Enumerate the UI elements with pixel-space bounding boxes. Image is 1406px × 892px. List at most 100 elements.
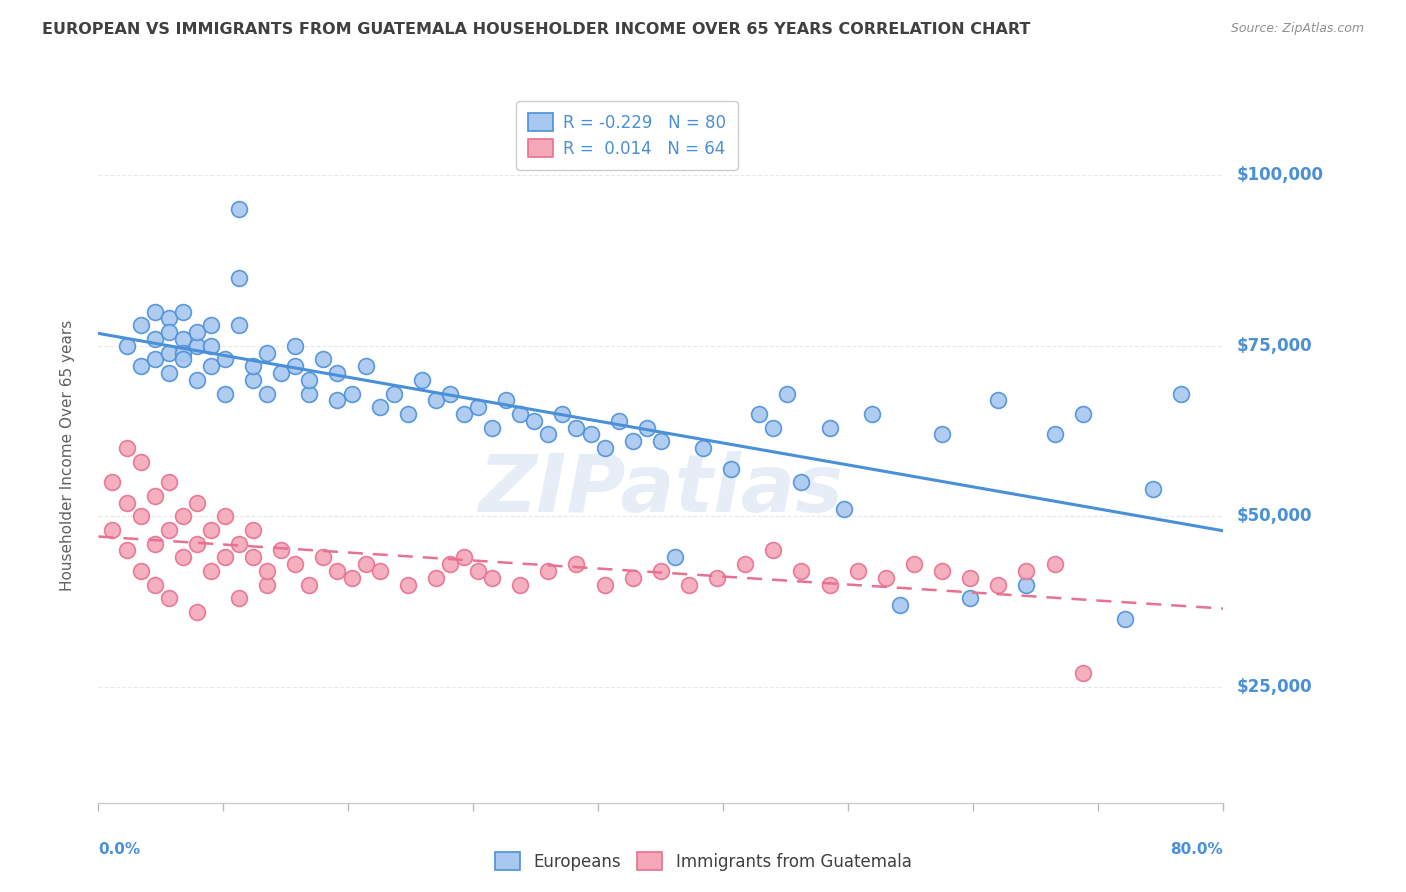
Point — [143, 332, 166, 346]
Point — [1071, 407, 1094, 421]
Point — [326, 366, 349, 380]
Point — [284, 557, 307, 571]
Point — [1114, 612, 1136, 626]
Point — [172, 509, 194, 524]
Point — [368, 400, 391, 414]
Point — [860, 407, 883, 421]
Point — [692, 441, 714, 455]
Point — [776, 386, 799, 401]
Point — [270, 366, 292, 380]
Point — [172, 345, 194, 359]
Point — [101, 523, 124, 537]
Point — [593, 577, 616, 591]
Point — [157, 345, 180, 359]
Point — [1015, 577, 1038, 591]
Point — [481, 571, 503, 585]
Point — [200, 318, 222, 333]
Y-axis label: Householder Income Over 65 years: Householder Income Over 65 years — [60, 319, 75, 591]
Point — [818, 420, 841, 434]
Point — [790, 564, 813, 578]
Text: $100,000: $100,000 — [1237, 166, 1324, 185]
Text: $25,000: $25,000 — [1237, 678, 1313, 696]
Point — [298, 577, 321, 591]
Point — [650, 564, 672, 578]
Point — [143, 304, 166, 318]
Point — [537, 427, 560, 442]
Point — [186, 496, 208, 510]
Point — [931, 427, 953, 442]
Point — [1043, 427, 1066, 442]
Point — [143, 489, 166, 503]
Point — [228, 202, 250, 217]
Point — [565, 420, 588, 434]
Point — [242, 550, 264, 565]
Point — [326, 393, 349, 408]
Point — [453, 550, 475, 565]
Point — [509, 577, 531, 591]
Point — [340, 571, 363, 585]
Point — [720, 461, 742, 475]
Point — [523, 414, 546, 428]
Text: ZIPatlas: ZIPatlas — [478, 450, 844, 529]
Point — [200, 564, 222, 578]
Point — [959, 591, 981, 606]
Point — [129, 359, 152, 374]
Point — [1170, 386, 1192, 401]
Point — [551, 407, 574, 421]
Point — [396, 577, 419, 591]
Text: $75,000: $75,000 — [1237, 337, 1313, 355]
Point — [650, 434, 672, 449]
Point — [340, 386, 363, 401]
Point — [284, 339, 307, 353]
Point — [270, 543, 292, 558]
Point — [636, 420, 658, 434]
Point — [143, 536, 166, 550]
Legend: Europeans, Immigrants from Guatemala: Europeans, Immigrants from Guatemala — [486, 844, 920, 880]
Text: $50,000: $50,000 — [1237, 508, 1313, 525]
Point — [396, 407, 419, 421]
Point — [1015, 564, 1038, 578]
Point — [214, 352, 236, 367]
Text: 0.0%: 0.0% — [98, 842, 141, 856]
Point — [214, 509, 236, 524]
Point — [242, 373, 264, 387]
Point — [129, 509, 152, 524]
Point — [115, 543, 138, 558]
Point — [157, 523, 180, 537]
Point — [734, 557, 756, 571]
Point — [186, 605, 208, 619]
Point — [242, 359, 264, 374]
Point — [129, 318, 152, 333]
Point — [987, 393, 1010, 408]
Point — [678, 577, 700, 591]
Point — [846, 564, 869, 578]
Legend: R = -0.229   N = 80, R =  0.014   N = 64: R = -0.229 N = 80, R = 0.014 N = 64 — [516, 102, 738, 169]
Point — [256, 345, 278, 359]
Point — [931, 564, 953, 578]
Point — [537, 564, 560, 578]
Point — [242, 523, 264, 537]
Point — [959, 571, 981, 585]
Point — [621, 434, 644, 449]
Point — [467, 564, 489, 578]
Point — [143, 352, 166, 367]
Point — [762, 543, 785, 558]
Point — [115, 441, 138, 455]
Point — [453, 407, 475, 421]
Point — [425, 571, 447, 585]
Point — [889, 598, 911, 612]
Point — [186, 536, 208, 550]
Point — [129, 455, 152, 469]
Point — [186, 373, 208, 387]
Point — [607, 414, 630, 428]
Point — [439, 557, 461, 571]
Point — [172, 550, 194, 565]
Point — [200, 339, 222, 353]
Point — [565, 557, 588, 571]
Point — [115, 496, 138, 510]
Point — [987, 577, 1010, 591]
Point — [157, 325, 180, 339]
Point — [593, 441, 616, 455]
Point — [129, 564, 152, 578]
Point — [256, 386, 278, 401]
